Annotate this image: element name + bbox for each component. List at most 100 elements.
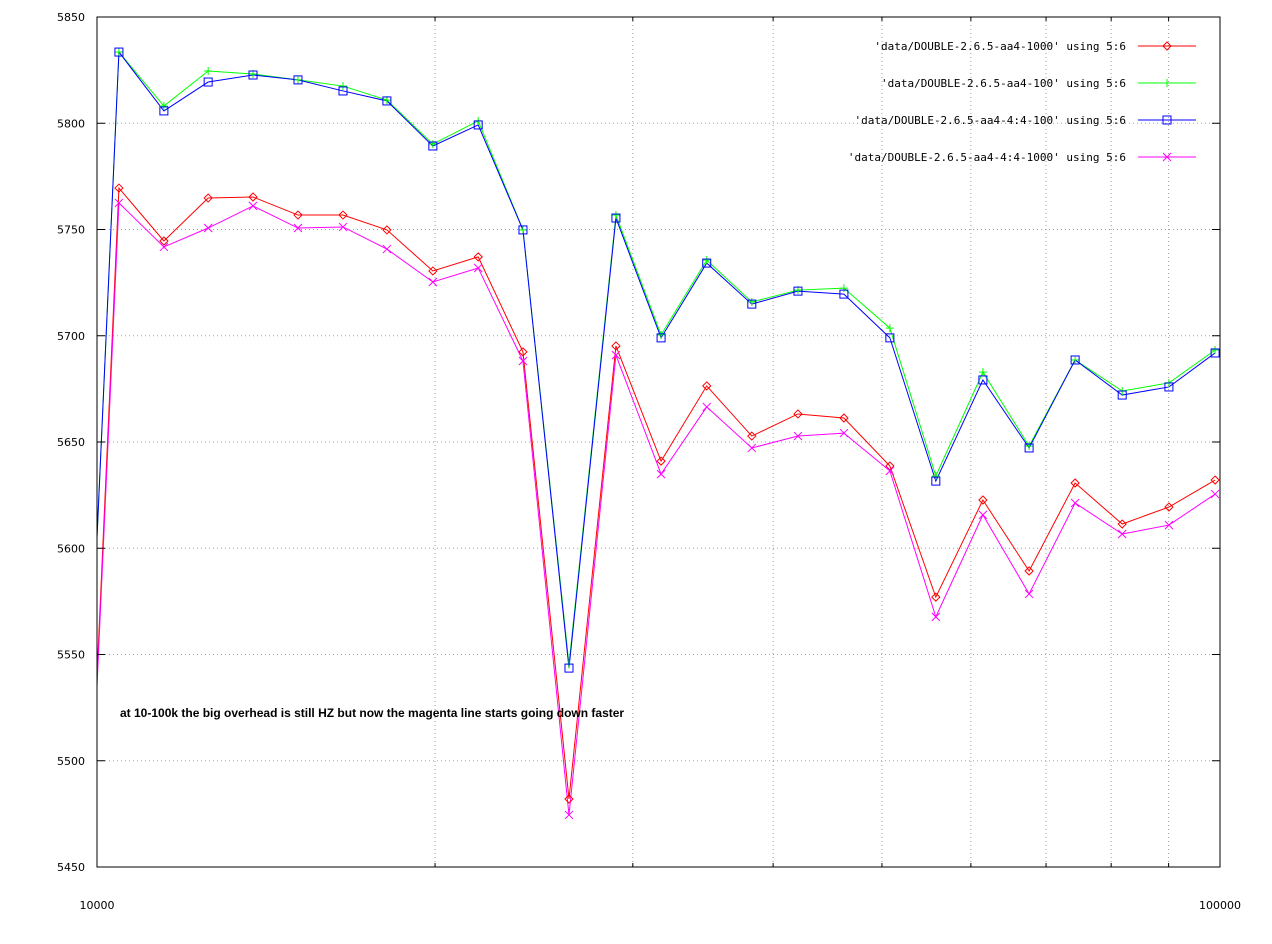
cross-marker-b: [1024, 589, 1034, 599]
square-marker: [382, 96, 392, 106]
cross-marker-b: [1162, 152, 1172, 162]
diamond-marker: [885, 461, 895, 471]
legend-marker-2: [1163, 79, 1171, 87]
square-marker: [518, 225, 528, 235]
data-point: [248, 70, 258, 80]
diamond-marker: [473, 252, 483, 262]
diamond-marker: [1164, 502, 1174, 512]
square-marker: [978, 375, 988, 385]
data-point: [339, 82, 348, 91]
data-point: [931, 476, 941, 486]
square-marker: [793, 286, 803, 296]
data-point: [1024, 589, 1034, 599]
data-point: [473, 263, 483, 273]
data-point: [1025, 442, 1034, 451]
data-point: [611, 350, 621, 360]
diamond-marker: [428, 266, 438, 276]
series-line-3: [97, 50, 1216, 669]
legend: 'data/DOUBLE-2.6.5-aa4-1000' using 5:6 'd…: [848, 40, 1196, 164]
data-point: [382, 244, 392, 254]
diamond-marker: [159, 236, 169, 246]
data-point: [793, 286, 803, 296]
diamond-marker: [611, 341, 621, 351]
diamond-marker: [203, 193, 213, 203]
data-point: [338, 86, 348, 96]
diamond-marker: [747, 431, 757, 441]
data-point: [611, 211, 620, 220]
cross-marker-b: [656, 469, 666, 479]
data-point: [1024, 443, 1034, 453]
data-point: [1211, 345, 1220, 354]
data-point: [978, 510, 988, 520]
data-point: [204, 66, 213, 75]
diamond-marker: [839, 413, 849, 423]
square-marker: [1070, 355, 1080, 365]
data-point: [839, 413, 849, 423]
data-point: [382, 96, 392, 106]
data-point: [747, 431, 757, 441]
data-point: [159, 102, 168, 111]
square-marker: [114, 47, 124, 57]
data-point: [1117, 390, 1127, 400]
data-point: [473, 252, 483, 262]
data-point: [611, 213, 621, 223]
diamond-marker: [931, 592, 941, 602]
data-point: [114, 48, 123, 57]
data-point: [702, 381, 712, 391]
cross-marker-b: [793, 431, 803, 441]
diamond-marker: [702, 381, 712, 391]
square-marker: [1117, 390, 1127, 400]
cross-marker-b: [978, 510, 988, 520]
diamond-marker: [518, 347, 528, 357]
legend-label-3: 'data/DOUBLE-2.6.5-aa4-4:4-100' using 5:…: [854, 114, 1126, 127]
square-marker: [885, 333, 895, 343]
diamond-marker: [1162, 41, 1172, 51]
diamond-marker: [114, 183, 124, 193]
grid: [97, 17, 1220, 867]
y-tick-label: 5650: [57, 436, 85, 449]
data-point: [248, 201, 258, 211]
data-point: [518, 347, 528, 357]
data-point: [1210, 348, 1220, 358]
data-point: [518, 225, 528, 235]
data-point: [564, 663, 574, 673]
legend-label-4: 'data/DOUBLE-2.6.5-aa4-4:4-1000' using 5…: [848, 151, 1126, 164]
data-point: [656, 469, 666, 479]
square-marker: [293, 75, 303, 85]
data-point: [293, 210, 303, 220]
y-tick-label: 5500: [57, 755, 85, 768]
data-point: [114, 198, 124, 208]
data-point: [978, 375, 988, 385]
square-marker: [702, 258, 712, 268]
diamond-marker: [1024, 566, 1034, 576]
square-marker: [473, 120, 483, 130]
data-point: [1210, 475, 1220, 485]
data-point: [656, 333, 666, 343]
data-point: [793, 431, 803, 441]
data-point: [702, 256, 711, 265]
diamond-marker: [793, 409, 803, 419]
data-point: [839, 289, 849, 299]
y-tick-label: 5800: [57, 117, 85, 130]
data-point: [203, 77, 213, 87]
cross-marker-b: [248, 201, 258, 211]
square-marker: [1024, 443, 1034, 453]
y-tick-label: 5450: [57, 861, 85, 874]
cross-marker-b: [428, 277, 438, 287]
data-point: [338, 210, 348, 220]
x-tick-label: 10000: [80, 899, 115, 912]
y-tick-label: 5750: [57, 224, 85, 237]
diamond-marker: [978, 495, 988, 505]
data-point: [473, 120, 483, 130]
data-point: [518, 356, 528, 366]
cross-marker-b: [159, 242, 169, 252]
diamond-marker: [564, 794, 574, 804]
data-point: [793, 409, 803, 419]
data-point: [518, 225, 527, 234]
x-tick-label: 100000: [1199, 899, 1241, 912]
data-point: [203, 223, 213, 233]
square-marker: [338, 86, 348, 96]
data-point: [978, 495, 988, 505]
data-point: [931, 612, 941, 622]
